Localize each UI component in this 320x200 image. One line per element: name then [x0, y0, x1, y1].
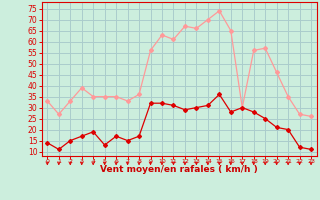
X-axis label: Vent moyen/en rafales ( km/h ): Vent moyen/en rafales ( km/h ) [100, 165, 258, 174]
